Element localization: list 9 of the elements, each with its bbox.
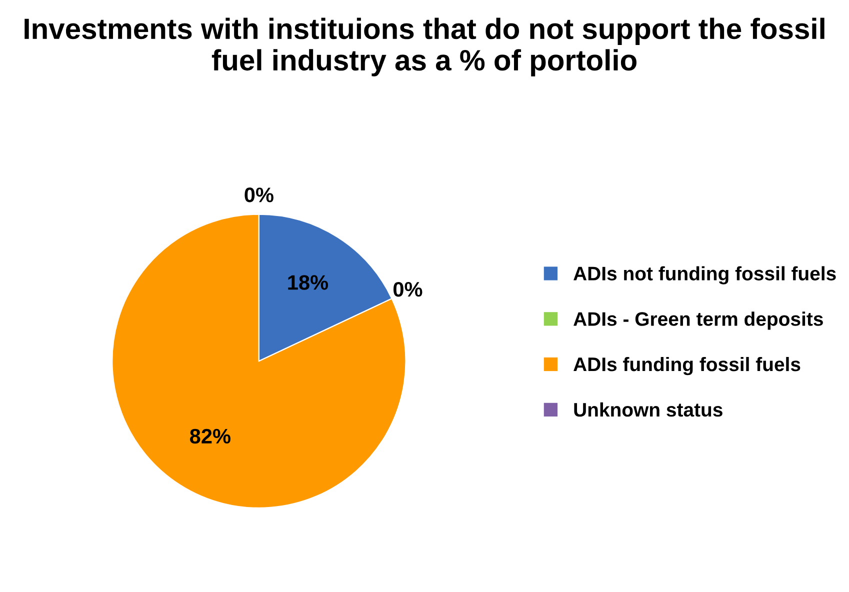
text: 0% [244,188,274,202]
chart-title: Investments with instituions that do not support the fossil fuel industry as a % of portolio [24,18,824,76]
legend-label: Unknown status [574,402,722,417]
legend-label: ADIs funding fossil fuels [574,356,800,376]
data-label: 18% [288,275,328,290]
data-label: 82% [190,428,230,444]
text: 0% [393,282,422,297]
legend-label: ADIs not funding fossil fuels [574,266,836,284]
legend-label: ADIs - Green term deposits [574,312,823,330]
